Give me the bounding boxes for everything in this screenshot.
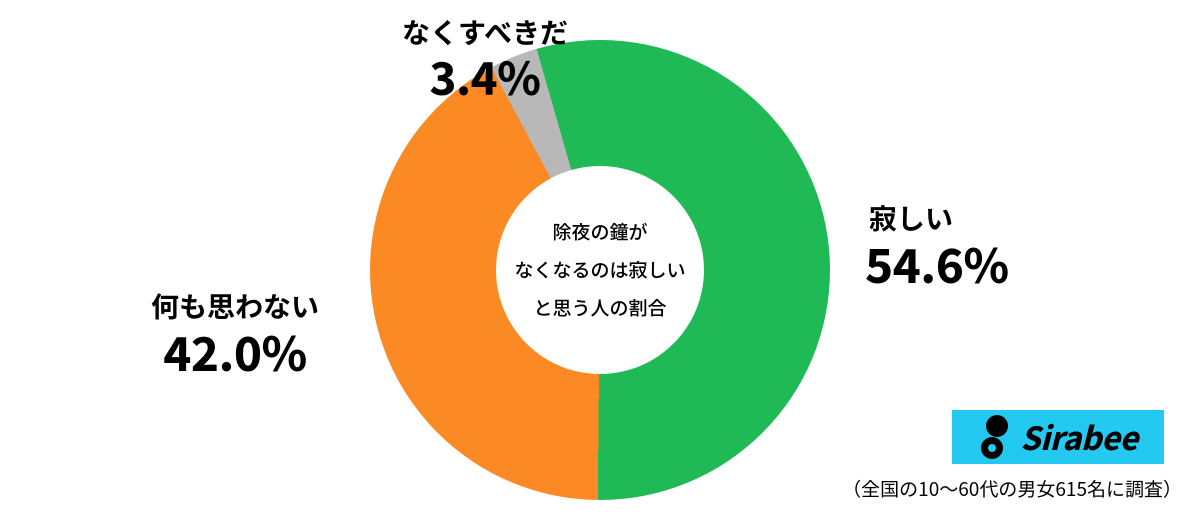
center-text: 除夜の鐘が なくなるのは寂しい と思う人の割合 <box>514 213 685 327</box>
segment-label-1: 何も思わない 42.0% <box>115 288 355 378</box>
brand-name: Sirabee <box>1020 414 1138 460</box>
survey-caption: （全国の10〜60代の男女615名に調査） <box>842 475 1182 502</box>
segment-pct-1: 42.0% <box>115 324 355 378</box>
brand-badge: Sirabee <box>952 410 1164 464</box>
segment-pct-2: 3.4% <box>355 50 615 102</box>
segment-label-0: 寂しい 54.6% <box>865 200 1085 290</box>
segment-pct-0: 54.6% <box>865 236 1085 290</box>
donut-chart: 除夜の鐘が なくなるのは寂しい と思う人の割合 <box>370 40 830 500</box>
brand-logo-icon <box>978 415 1012 459</box>
segment-label-2: なくすべきだ 3.4% <box>355 14 615 102</box>
donut-center: 除夜の鐘が なくなるのは寂しい と思う人の割合 <box>496 166 704 374</box>
